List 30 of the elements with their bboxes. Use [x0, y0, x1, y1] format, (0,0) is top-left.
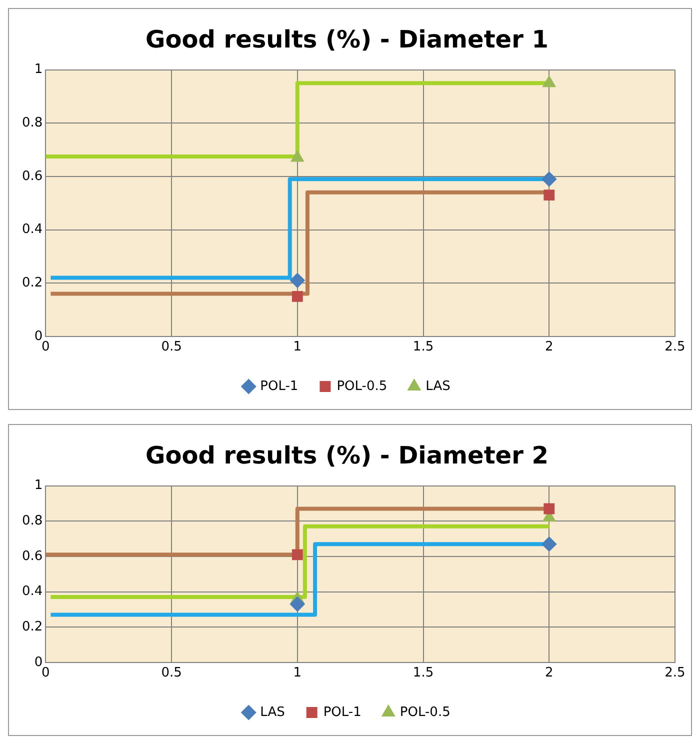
legend-label: POL-1 — [323, 704, 362, 720]
x-tick-label: 2 — [544, 666, 554, 681]
y-tick-label: 0.6 — [22, 548, 43, 564]
x-tick-label: 1 — [293, 340, 302, 355]
chart-title: Good results (%) - Diameter 1 — [146, 26, 548, 54]
legend-label: POL-0.5 — [400, 704, 450, 720]
x-tick-label: 1.5 — [412, 666, 434, 681]
y-tick-label: 0.8 — [22, 115, 43, 130]
y-tick-label: 0.2 — [22, 275, 43, 290]
y-tick-label: 0.6 — [22, 168, 43, 184]
y-tick-label: 0 — [34, 328, 43, 344]
y-tick-label: 0 — [34, 654, 43, 670]
y-tick-label: 0.4 — [22, 222, 43, 238]
x-tick-label: 0.5 — [161, 340, 182, 355]
y-tick-label: 1 — [34, 478, 43, 494]
x-tick-label: 1 — [293, 666, 302, 681]
x-tick-label: 2.5 — [664, 340, 686, 355]
y-tick-label: 0.8 — [22, 513, 43, 528]
y-tick-label: 1 — [34, 62, 43, 78]
legend-label: LAS — [260, 704, 285, 720]
legend-label: POL-0.5 — [336, 378, 388, 394]
chart-title: Good results (%) - Diameter 2 — [146, 442, 548, 470]
y-tick-label: 0.2 — [22, 619, 43, 634]
y-tick-label: 0.4 — [22, 584, 43, 600]
x-tick-label: 2.5 — [664, 666, 686, 681]
x-tick-label: 1.5 — [412, 340, 434, 355]
legend-label: POL-1 — [260, 378, 298, 394]
x-tick-label: 2 — [544, 340, 554, 355]
legend-label: LAS — [426, 378, 450, 394]
x-tick-label: 0.5 — [161, 666, 182, 681]
